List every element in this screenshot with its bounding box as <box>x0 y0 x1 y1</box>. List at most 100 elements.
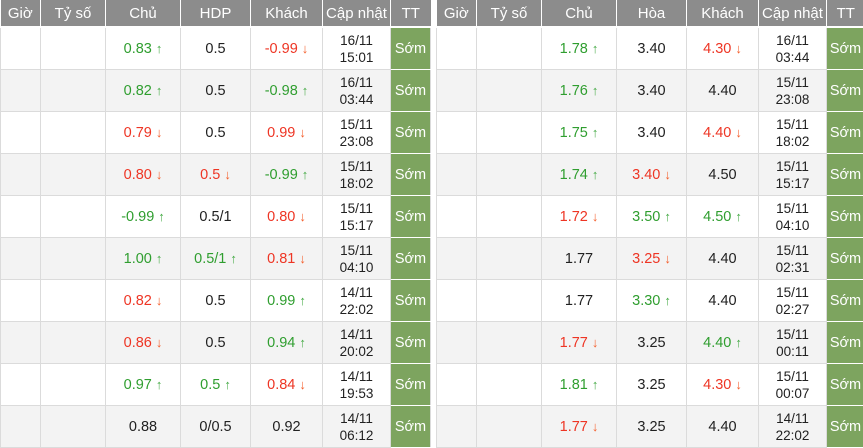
time-cell <box>1 364 41 406</box>
time-cell <box>1 154 41 196</box>
updated-time: 00:11 <box>759 343 826 360</box>
status-badge: Sớm <box>391 406 430 447</box>
updated-time: 20:02 <box>323 343 390 360</box>
arrow-down-icon: ↓ <box>299 209 306 224</box>
col-header-updated: Cập nhật <box>323 0 391 27</box>
draw-odds-cell: 3.40 <box>617 70 687 112</box>
time-cell <box>1 70 41 112</box>
away-odds-cell-value: 0.92 <box>272 419 300 435</box>
hdp-cell-value: 0.5 <box>205 335 225 351</box>
home-odds-cell: 0.83↑ <box>106 27 181 70</box>
updated-time: 23:08 <box>323 133 390 150</box>
arrow-down-icon: ↓ <box>664 251 671 266</box>
home-odds-cell: 0.88 <box>106 406 181 448</box>
updated-time: 02:27 <box>759 301 826 318</box>
arrow-up-icon: ↑ <box>664 209 671 224</box>
away-odds-cell: 0.81↓ <box>251 238 323 280</box>
arrow-up-icon: ↑ <box>592 83 599 98</box>
status-badge: Sớm <box>827 196 863 237</box>
updated-time: 00:07 <box>759 385 826 402</box>
arrow-down-icon: ↓ <box>735 125 742 140</box>
hdp-cell-value: 0.5/1 <box>199 209 231 225</box>
score-cell <box>477 27 542 70</box>
updated-time: 19:53 <box>323 385 390 402</box>
home-odds-cell: 1.72↓ <box>542 196 617 238</box>
time-cell <box>1 322 41 364</box>
hdp-cell-value: 0.5 <box>205 125 225 141</box>
away-odds-cell: 0.99↓ <box>251 112 323 154</box>
status-badge: Sớm <box>391 112 430 153</box>
updated-date: 16/11 <box>759 32 826 49</box>
updated-date: 15/11 <box>759 326 826 343</box>
away-odds-cell-value: 4.30 <box>703 377 731 393</box>
away-odds-cell: 4.40 <box>687 238 759 280</box>
hdp-cell: 0.5 <box>181 70 251 112</box>
draw-odds-cell: 3.25↓ <box>617 238 687 280</box>
arrow-up-icon: ↑ <box>592 125 599 140</box>
home-odds-cell-value: 1.77 <box>565 251 593 267</box>
status-cell: Sớm <box>391 364 431 406</box>
status-badge: Sớm <box>827 406 863 447</box>
status-badge: Sớm <box>391 154 430 195</box>
away-odds-cell: 4.40 <box>687 280 759 322</box>
arrow-down-icon: ↓ <box>664 167 671 182</box>
arrow-down-icon: ↓ <box>156 125 163 140</box>
updated-date: 15/11 <box>323 200 390 217</box>
draw-odds-cell-value: 3.40 <box>637 83 665 99</box>
status-badge: Sớm <box>391 280 430 321</box>
arrow-up-icon: ↑ <box>156 41 163 56</box>
home-odds-cell: 0.79 ↓ <box>106 112 181 154</box>
updated-date: 15/11 <box>323 116 390 133</box>
home-odds-cell-value: 1.72 <box>560 209 588 225</box>
updated-time: 04:10 <box>759 217 826 234</box>
draw-odds-cell: 3.25 <box>617 406 687 448</box>
status-cell: Sớm <box>827 280 863 322</box>
status-badge: Sớm <box>827 28 863 69</box>
updated-date: 15/11 <box>323 242 390 259</box>
score-cell <box>41 238 106 280</box>
updated-date: 14/11 <box>323 284 390 301</box>
away-odds-cell: -0.98↑ <box>251 70 323 112</box>
away-odds-cell-value: 4.40 <box>708 293 736 309</box>
arrow-up-icon: ↑ <box>299 293 306 308</box>
col-header-hdp: HDP <box>181 0 251 27</box>
away-odds-cell-value: 4.40 <box>708 83 736 99</box>
home-odds-cell-value: 0.79 <box>124 125 152 141</box>
updated-time: 03:44 <box>323 91 390 108</box>
score-cell <box>477 154 542 196</box>
away-odds-cell: 4.40 <box>687 70 759 112</box>
status-cell: Sớm <box>827 154 863 196</box>
away-odds-cell: 4.40↓ <box>687 112 759 154</box>
score-cell <box>477 196 542 238</box>
score-cell <box>477 238 542 280</box>
status-cell: Sớm <box>827 364 863 406</box>
home-odds-cell: 0.82↑ <box>106 70 181 112</box>
status-cell: Sớm <box>827 322 863 364</box>
draw-odds-cell-value: 3.40 <box>632 167 660 183</box>
score-cell <box>477 322 542 364</box>
status-cell: Sớm <box>827 27 863 70</box>
updated-date: 15/11 <box>759 158 826 175</box>
status-cell: Sớm <box>827 406 863 448</box>
score-cell <box>41 70 106 112</box>
score-cell <box>477 280 542 322</box>
updated-date: 14/11 <box>323 368 390 385</box>
hdp-cell: 0.5 <box>181 27 251 70</box>
hdp-cell: 0.5↑ <box>181 364 251 406</box>
hdp-cell-value: 0.5 <box>205 41 225 57</box>
draw-odds-cell: 3.40 <box>617 27 687 70</box>
home-odds-cell: 1.00↑ <box>106 238 181 280</box>
arrow-down-icon: ↓ <box>302 41 309 56</box>
col-header-away: Khách <box>251 0 323 27</box>
updated-time: 15:17 <box>323 217 390 234</box>
away-odds-cell: 4.40 <box>687 406 759 448</box>
